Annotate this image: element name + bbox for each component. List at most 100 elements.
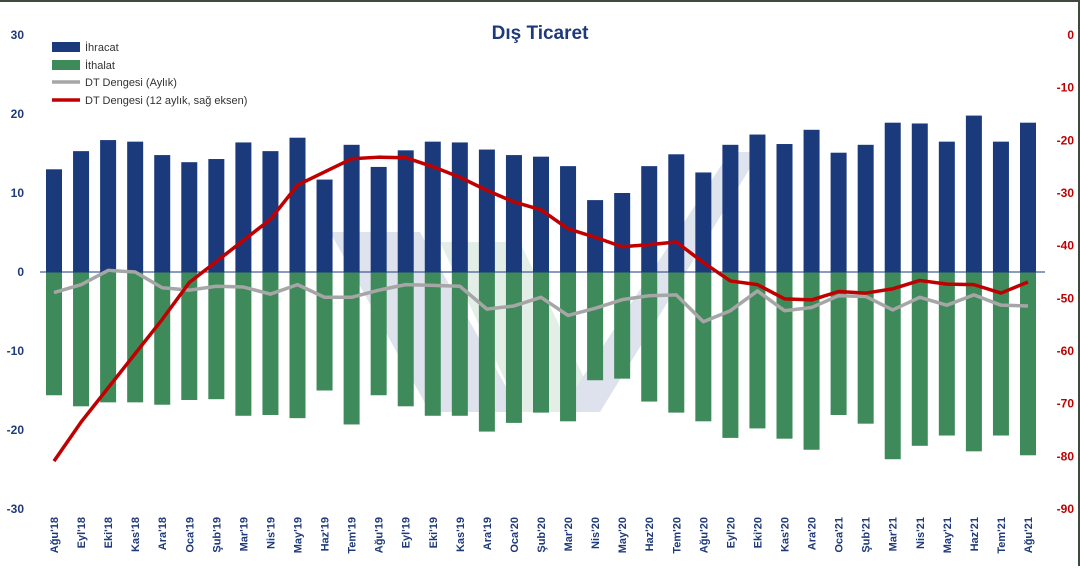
ithalat-bar-34 <box>965 272 982 452</box>
right-axis-tick-3: -30 <box>1057 186 1075 200</box>
x-axis-tick-4: Ara'18 <box>157 517 169 550</box>
x-axis-tick-35: Tem'21 <box>996 517 1008 554</box>
ithalat-bar-8 <box>262 272 279 415</box>
right-axis-tick-4: -40 <box>1057 239 1075 253</box>
x-axis-tick-22: Haz'20 <box>644 517 656 551</box>
ihracat-bar-19 <box>560 166 577 272</box>
ihracat-bar-23 <box>668 154 685 272</box>
x-axis-tick-20: Nis'20 <box>590 517 602 549</box>
ihracat-bar-2 <box>100 140 117 272</box>
x-axis-tick-6: Şub'19 <box>211 517 223 553</box>
right-axis-ticks: 0 -10 -20 -30 -40 -50 -60 -70 -80 -90 <box>1057 28 1075 516</box>
ithalat-bar-7 <box>235 272 252 416</box>
ihracat-bar-1 <box>73 151 90 272</box>
ihracat-bar-8 <box>262 151 279 272</box>
ihracat-bar-33 <box>938 141 955 272</box>
right-axis-tick-0: 0 <box>1067 28 1074 42</box>
x-axis-tick-29: Oca'21 <box>834 517 846 553</box>
left-axis-tick-1: 20 <box>11 107 25 121</box>
legend-label-dt-dengesi-12-aylik: DT Dengesi (12 aylık, sağ eksen) <box>85 95 247 107</box>
ithalat-bar-35 <box>992 272 1009 436</box>
ithalat-bar-19 <box>560 272 577 422</box>
ihracat-bars <box>46 115 1036 272</box>
ithalat-bar-27 <box>776 272 793 439</box>
legend-item-dt-dengesi-aylik: DT Dengesi (Aylık) <box>52 77 177 89</box>
ithalat-bars <box>46 272 1036 460</box>
ithalat-bar-36 <box>1020 272 1036 456</box>
ithalat-bar-17 <box>505 272 522 423</box>
x-axis-tick-26: Eki'20 <box>752 517 764 548</box>
ithalat-bar-25 <box>722 272 739 438</box>
legend-item-ithalat: İthalat <box>52 59 115 72</box>
x-axis-tick-13: Eyl'19 <box>401 517 413 548</box>
x-axis-tick-34: Haz'21 <box>969 517 981 551</box>
ithalat-bar-6 <box>208 272 225 400</box>
ithalat-bar-30 <box>857 272 874 424</box>
right-axis-tick-6: -60 <box>1057 344 1075 358</box>
ihracat-bar-34 <box>965 115 982 272</box>
ihracat-bar-32 <box>911 123 928 272</box>
ihracat-bar-4 <box>154 155 171 272</box>
x-axis-tick-28: Ara'20 <box>807 517 819 550</box>
ihracat-bar-22 <box>641 166 658 272</box>
x-axis-tick-7: Mar'19 <box>238 517 250 551</box>
ithalat-bar-12 <box>370 272 387 396</box>
x-axis-tick-32: Nis'21 <box>915 517 927 549</box>
x-axis-tick-31: Mar'21 <box>888 517 900 551</box>
left-axis-tick-5: -20 <box>7 423 25 437</box>
right-axis-tick-9: -90 <box>1057 502 1075 516</box>
ithalat-bar-26 <box>749 272 766 429</box>
ihracat-bar-30 <box>857 144 874 272</box>
ithalat-bar-18 <box>533 272 549 413</box>
ihracat-bar-15 <box>451 142 468 272</box>
ihracat-bar-10 <box>316 179 333 272</box>
ithalat-bar-29 <box>830 272 847 415</box>
x-axis-tick-11: Tem'19 <box>347 517 359 554</box>
x-axis-tick-16: Ara'19 <box>482 517 494 550</box>
ithalat-bar-14 <box>424 272 441 416</box>
right-axis-tick-2: -20 <box>1057 133 1075 147</box>
ihracat-bar-17 <box>505 155 522 272</box>
x-axis-tick-33: May'21 <box>942 517 954 553</box>
ihracat-bar-6 <box>208 159 225 272</box>
left-axis-tick-4: -10 <box>7 344 25 358</box>
x-axis-tick-15: Kas'19 <box>455 517 467 552</box>
left-axis-tick-6: -30 <box>7 502 25 516</box>
legend-item-ihracat: İhracat <box>52 41 119 54</box>
ihracat-bar-3 <box>127 141 144 272</box>
ithalat-bar-13 <box>397 272 414 407</box>
legend-swatch-ihracat <box>52 42 80 52</box>
legend: İhracat İthalat DT Dengesi (Aylık) DT De… <box>52 41 247 107</box>
legend-item-dt-dengesi-12-aylik: DT Dengesi (12 aylık, sağ eksen) <box>52 95 247 107</box>
x-axis-tick-12: Ağu'19 <box>374 517 386 553</box>
legend-label-dt-dengesi-aylik: DT Dengesi (Aylık) <box>85 77 177 89</box>
ihracat-bar-14 <box>424 141 441 272</box>
dt-dengesi-aylik-line <box>53 268 1029 324</box>
ihracat-bar-24 <box>695 172 712 272</box>
ihracat-bar-11 <box>343 144 360 272</box>
ithalat-bar-0 <box>46 272 62 396</box>
ihracat-bar-18 <box>533 156 549 272</box>
ihracat-bar-5 <box>181 162 198 272</box>
dt-dengesi-12-aylik-line <box>52 155 1029 463</box>
ithalat-bar-10 <box>316 272 333 391</box>
left-axis-tick-0: 30 <box>11 28 25 42</box>
ithalat-bar-2 <box>100 272 117 403</box>
ithalat-bar-3 <box>127 272 144 403</box>
right-axis-tick-5: -50 <box>1057 291 1075 305</box>
left-axis-tick-2: 10 <box>11 186 25 200</box>
ithalat-bar-22 <box>641 272 658 402</box>
ithalat-bar-5 <box>181 272 198 400</box>
ithalat-bar-20 <box>587 272 604 381</box>
ihracat-bar-9 <box>289 137 306 272</box>
x-axis-tick-17: Oca'20 <box>509 517 521 553</box>
x-axis-ticks: Ağu'18 Eyl'18 Eki'18 Kas'18 Ara'18 Oca'19 Şub'… <box>49 517 1035 554</box>
x-axis-tick-19: Mar'20 <box>563 517 575 551</box>
x-axis-tick-5: Oca'19 <box>184 517 196 553</box>
x-axis-tick-9: May'19 <box>293 517 305 553</box>
right-axis-tick-1: -10 <box>1057 81 1075 95</box>
x-axis-tick-0: Ağu'18 <box>49 517 61 553</box>
ihracat-bar-27 <box>776 144 793 272</box>
